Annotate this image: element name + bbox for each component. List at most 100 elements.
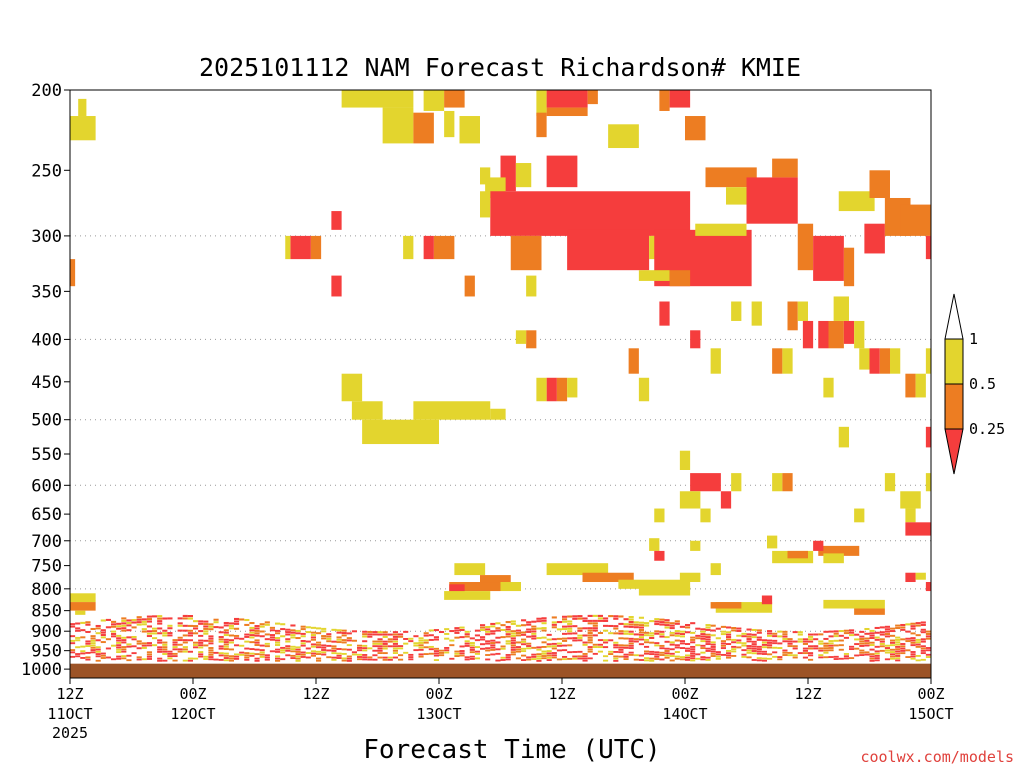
band-cell-1480 [925,653,931,656]
ri-cell-15 [546,107,588,117]
band-cell-974 [628,640,634,643]
band-cell-772 [526,656,532,659]
band-cell-692 [485,649,491,652]
band-cell-219 [187,634,193,637]
band-cell-294 [223,659,229,662]
band-cell-899 [587,657,593,660]
band-cell-713 [500,624,506,627]
band-cell-353 [259,625,265,628]
ri-cell-138 [75,610,86,615]
ri-cell-12 [546,90,588,108]
band-cell-147 [152,615,158,618]
ri-cell-96 [731,473,742,492]
band-cell-1241 [772,651,778,654]
band-cell-1212 [756,638,762,641]
ri-cell-6 [444,90,465,108]
band-cell-74 [116,625,122,628]
band-cell-10 [75,629,81,632]
band-cell-31 [85,658,91,661]
band-cell-72 [111,658,117,661]
band-cell-618 [428,652,434,655]
band-cell-106 [126,645,132,648]
band-cell-549 [377,647,383,650]
band-cell-86 [121,617,127,620]
band-cell-391 [280,646,286,649]
ri-cell-50 [331,275,342,297]
band-cell-225 [193,625,199,628]
band-cell-1386 [879,631,885,634]
band-cell-1417 [895,638,901,641]
credit-link[interactable]: coolwx.com/models [860,748,1014,766]
band-cell-383 [275,648,281,651]
ri-cell-25 [480,191,491,218]
band-cell-950 [618,644,624,647]
band-cell-841 [562,639,568,642]
band-cell-1129 [705,643,711,646]
band-cell-1221 [761,643,767,646]
band-cell-1151 [720,630,726,633]
band-cell-333 [249,631,255,634]
band-cell-1259 [787,642,793,645]
band-cell-411 [290,650,296,653]
band-cell-1371 [869,653,875,656]
ri-cell-58 [659,301,670,326]
band-cell-1059 [669,643,675,646]
band-cell-991 [638,626,644,629]
band-cell-529 [367,630,373,633]
colorbar-label-2: 0.25 [969,420,1005,438]
band-cell-780 [531,637,537,640]
band-cell-1481 [925,656,931,658]
band-cell-921 [603,629,609,632]
band-cell-983 [633,633,639,636]
band-cell-578 [392,652,398,654]
band-cell-79 [116,641,122,644]
band-cell-558 [382,645,388,648]
ri-cell-140 [854,608,885,615]
band-cell-891 [587,632,593,635]
band-cell-490 [336,654,342,657]
ri-cell-87 [341,373,363,402]
band-cell-1472 [920,652,926,655]
band-cell-1157 [720,653,726,656]
band-cell-1156 [720,647,726,650]
band-cell-445 [310,643,316,646]
band-cell-237 [198,641,204,644]
band-cell-849 [567,625,573,628]
band-cell-928 [608,624,614,627]
band-cell-804 [541,652,547,655]
band-cell-1028 [654,653,660,656]
band-cell-656 [464,633,470,636]
band-cell-1145 [715,637,721,640]
band-cell-731 [510,620,516,623]
band-cell-1185 [741,644,747,647]
band-cell-821 [551,642,557,645]
band-cell-1378 [874,638,880,641]
band-cell-385 [275,655,281,658]
band-cell-831 [556,644,562,647]
band-cell-453 [316,643,322,646]
band-cell-1087 [685,643,691,645]
band-cell-762 [521,654,527,657]
band-cell-455 [316,650,322,653]
band-cell-340 [254,625,260,628]
band-cell-1109 [695,653,701,656]
ri-cell-89 [362,419,439,445]
band-cell-580 [398,633,404,636]
band-cell-940 [613,646,619,649]
band-cell-1003 [644,634,650,637]
band-cell-1451 [910,653,916,656]
band-cell-994 [638,633,644,636]
band-cell-501 [346,632,352,635]
band-cell-662 [464,658,470,661]
band-cell-102 [126,624,132,627]
band-cell-95 [121,646,127,649]
band-cell-1166 [726,654,732,657]
band-cell-1085 [685,626,691,629]
band-cell-1194 [746,645,752,647]
band-cell-1263 [792,631,798,634]
band-cell-1448 [910,641,916,644]
band-cell-706 [495,627,501,630]
band-cell-1352 [859,645,865,647]
band-cell-626 [433,659,439,661]
band-cell-1455 [915,624,921,627]
